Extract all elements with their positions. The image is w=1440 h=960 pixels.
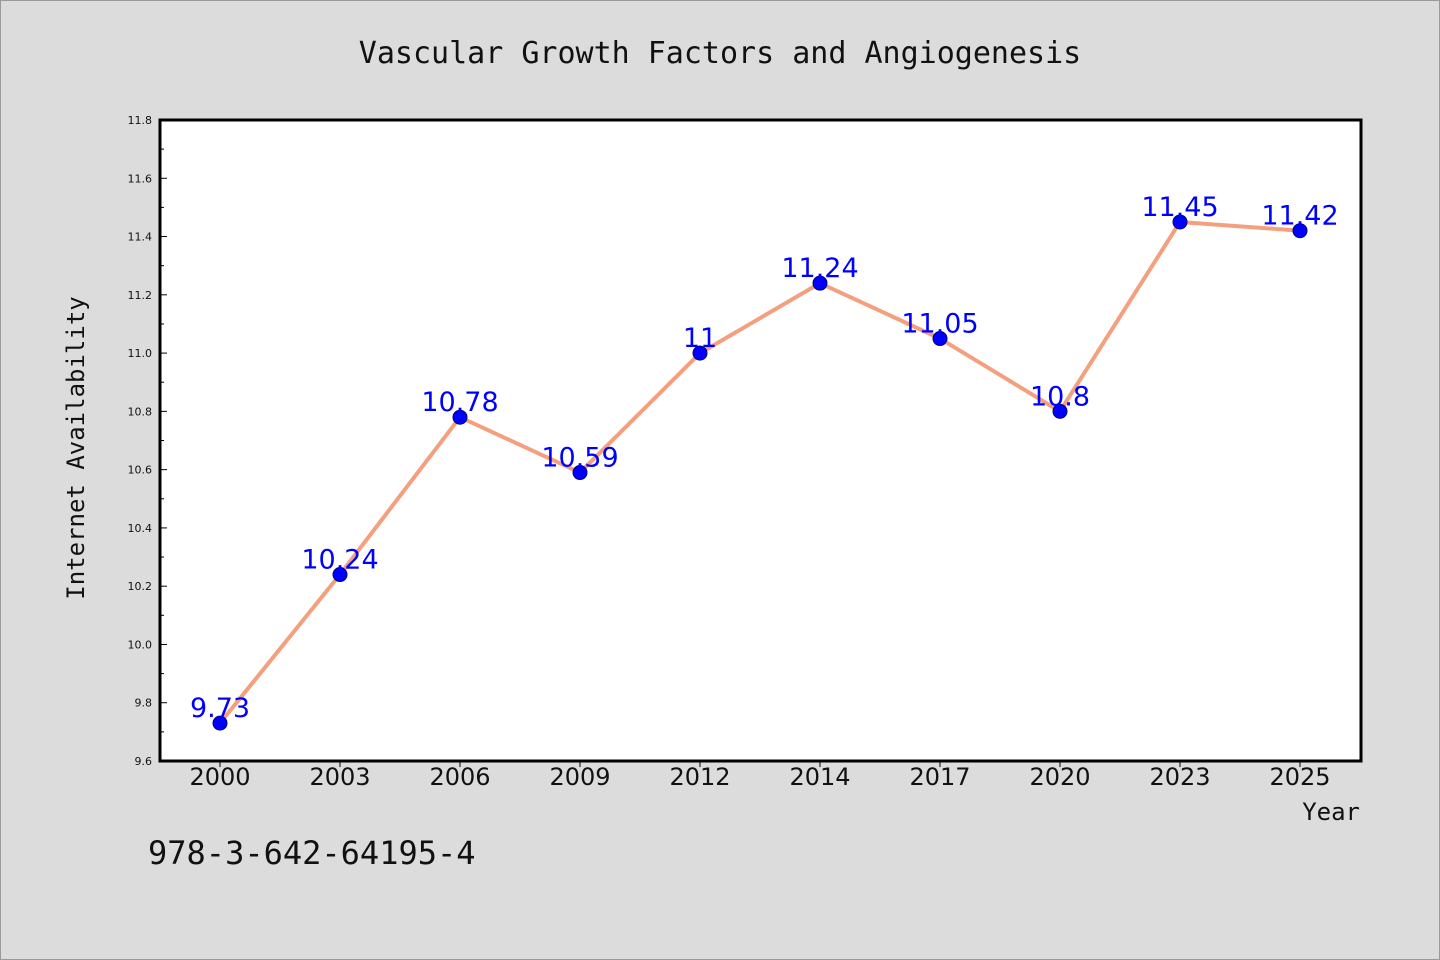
data-label: 11.24 xyxy=(781,253,858,284)
data-point xyxy=(212,715,228,731)
x-tick-label: 2025 xyxy=(1269,763,1330,791)
y-tick-label: 11.0 xyxy=(128,347,153,360)
y-tick-label: 10.8 xyxy=(128,405,153,418)
data-label: 11 xyxy=(683,323,717,354)
data-point xyxy=(332,567,348,583)
chart-title: Vascular Growth Factors and Angiogenesis xyxy=(359,36,1081,71)
y-axis: 9.6 9.8 10.0 10.2 10.4 10.6 10.8 11.0 11.2 11.4 11… xyxy=(128,114,167,768)
data-point xyxy=(452,409,468,425)
x-tick-label: 2006 xyxy=(429,763,490,791)
y-tick-label: 9.6 xyxy=(135,755,153,768)
data-label: 9.73 xyxy=(190,693,250,724)
data-label: 11.42 xyxy=(1261,201,1338,232)
x-tick-label: 2023 xyxy=(1149,763,1210,791)
x-tick-label: 2020 xyxy=(1029,763,1090,791)
x-tick-label: 2017 xyxy=(909,763,970,791)
footer-code: 978-3-642-64195-4 xyxy=(148,834,476,872)
y-tick-label: 10.0 xyxy=(128,638,153,651)
data-label: 10.78 xyxy=(421,387,498,418)
y-tick-label: 11.8 xyxy=(128,114,153,127)
data-point xyxy=(1292,223,1308,239)
series-line xyxy=(218,219,1301,725)
y-tick-label: 10.4 xyxy=(128,522,153,535)
data-point xyxy=(932,331,948,347)
data-point xyxy=(1172,214,1188,230)
x-axis: 2000 2003 2006 2009 2012 2014 2017 2020 2023 2025 xyxy=(189,761,1331,791)
y-tick-label: 10.6 xyxy=(128,464,153,477)
x-tick-label: 2009 xyxy=(549,763,610,791)
x-axis-label: Year xyxy=(1302,798,1360,826)
y-tick-label: 11.2 xyxy=(128,289,153,302)
data-label: 10.59 xyxy=(541,443,618,474)
y-tick-label: 11.4 xyxy=(128,231,153,244)
data-label: 11.45 xyxy=(1141,192,1218,223)
y-axis-label: Internet Availability xyxy=(62,296,90,599)
data-label: 10.8 xyxy=(1030,381,1090,412)
y-tick-label: 9.8 xyxy=(135,697,153,710)
x-tick-label: 2000 xyxy=(189,763,250,791)
x-tick-label: 2014 xyxy=(789,763,850,791)
data-labels: 9.73 10.24 10.78 10.59 11 11.24 11.05 10.8 11.45… xyxy=(190,192,1339,724)
data-point xyxy=(812,275,828,291)
data-series xyxy=(212,214,1308,731)
x-tick-label: 2012 xyxy=(669,763,730,791)
data-point xyxy=(692,345,708,361)
data-label: 11.05 xyxy=(901,309,978,340)
y-tick-label: 10.2 xyxy=(128,580,153,593)
data-point xyxy=(1052,403,1068,419)
data-label: 10.24 xyxy=(301,545,378,576)
plot-area xyxy=(158,118,1363,763)
data-point xyxy=(572,465,588,481)
x-tick-label: 2003 xyxy=(309,763,370,791)
y-tick-label: 11.6 xyxy=(128,172,153,185)
